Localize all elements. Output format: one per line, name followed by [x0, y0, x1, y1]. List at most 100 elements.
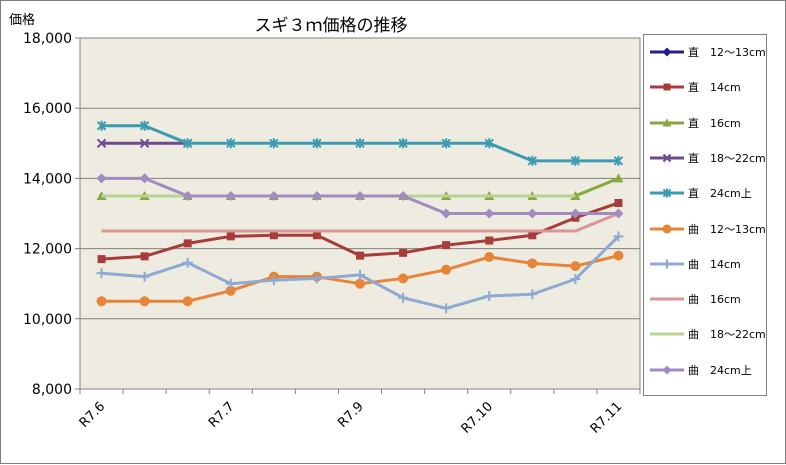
- series-7: [101, 212, 620, 233]
- data-point: [527, 208, 538, 219]
- series-4: [96, 120, 624, 166]
- series-9: [96, 173, 624, 219]
- series-1: [97, 198, 623, 264]
- legend-item: 曲 14cm: [644, 254, 766, 274]
- legend-item: 直 16cm: [644, 113, 766, 133]
- legend-swatch: [650, 224, 684, 233]
- data-point: [311, 190, 322, 201]
- data-point: [139, 138, 150, 149]
- legend-item: 曲 24cm上: [644, 360, 766, 380]
- legend-swatch: [650, 118, 684, 127]
- legend-swatch: [650, 188, 684, 198]
- data-point: [398, 273, 409, 284]
- data-point: [139, 120, 150, 131]
- y-tick-label: 18,000: [23, 31, 72, 47]
- y-tick-label: 16,000: [23, 101, 72, 117]
- data-point: [441, 138, 451, 149]
- legend-swatch: [650, 365, 684, 375]
- legend-item: 曲 12～13cm: [644, 219, 766, 239]
- y-tick-label: 10,000: [23, 312, 72, 328]
- data-point: [484, 138, 494, 149]
- data-point: [570, 208, 581, 219]
- data-point: [613, 155, 624, 166]
- data-point: [182, 138, 193, 149]
- data-point: [226, 232, 235, 241]
- legend-item: 曲 16cm: [644, 289, 766, 309]
- x-tick-label: R7.6: [77, 399, 109, 431]
- data-point: [356, 251, 364, 260]
- legend-label: 曲 18～22cm: [688, 328, 766, 342]
- data-point: [613, 250, 624, 261]
- data-point: [484, 290, 495, 301]
- legend-swatch: [650, 259, 684, 269]
- data-point: [441, 208, 452, 219]
- y-tick-label: 12,000: [23, 242, 72, 258]
- data-point: [355, 269, 365, 280]
- data-point: [570, 155, 581, 166]
- data-point: [96, 268, 107, 279]
- data-point: [613, 208, 624, 219]
- data-point: [182, 190, 193, 201]
- data-point: [225, 285, 236, 296]
- legend-item: 直 24cm上: [644, 183, 766, 203]
- legend-swatch-marker: [662, 188, 672, 198]
- legend-swatch-marker: [662, 224, 672, 233]
- data-point: [182, 296, 193, 307]
- data-point: [570, 274, 581, 285]
- y-axis-unit-label: 価格: [9, 13, 36, 28]
- data-point: [96, 173, 107, 184]
- legend-swatch-marker: [662, 118, 672, 127]
- legend-label: 直 18～22cm: [688, 151, 766, 165]
- series-5: [96, 250, 624, 307]
- legend-label: 曲 14cm: [688, 257, 741, 271]
- legend-item: 直 12～13cm: [644, 42, 766, 62]
- data-point: [139, 271, 150, 282]
- legend-label: 直 14cm: [688, 81, 741, 95]
- legend-label: 直 12～13cm: [688, 46, 766, 59]
- data-point: [268, 275, 279, 286]
- legend: 直 12～13cm 直 14cm 直 16cm 直 18～22cm 直 24cm上曲 1…: [643, 34, 767, 396]
- data-point: [441, 264, 452, 275]
- data-point: [484, 252, 495, 263]
- data-point: [269, 138, 279, 149]
- data-point: [527, 155, 538, 166]
- data-point: [311, 273, 322, 284]
- data-point: [570, 261, 581, 272]
- legend-swatch: [650, 153, 684, 163]
- legend-swatch-marker: [663, 83, 671, 91]
- legend-swatch-marker: [662, 259, 672, 269]
- legend-item: 曲 18～22cm: [644, 324, 766, 344]
- chart-title: スギ３ｍ価格の推移: [254, 16, 408, 36]
- legend-label: 曲 24cm上: [688, 363, 752, 377]
- legend-swatch: [650, 297, 684, 301]
- data-point: [613, 173, 624, 183]
- data-point: [442, 241, 451, 250]
- legend-label: 曲 16cm: [688, 293, 741, 307]
- legend-swatch-marker: [662, 153, 672, 163]
- data-point: [183, 239, 192, 248]
- data-point: [96, 138, 107, 149]
- x-tick-label: R7.7: [206, 399, 238, 431]
- data-point: [527, 289, 538, 300]
- data-point: [139, 173, 150, 184]
- data-point: [398, 292, 409, 303]
- legend-label: 直 24cm上: [688, 187, 752, 201]
- legend-swatch: [650, 332, 684, 336]
- data-point: [226, 138, 236, 149]
- legend-swatch-marker: [662, 47, 672, 57]
- data-point: [96, 120, 107, 131]
- y-tick-label: 8,000: [32, 382, 72, 398]
- data-point: [355, 278, 365, 289]
- data-point: [355, 190, 365, 201]
- legend-item: 直 18～22cm: [644, 148, 766, 168]
- data-point: [528, 231, 537, 240]
- data-point: [96, 296, 107, 307]
- data-point: [268, 190, 279, 201]
- x-tick-label: R7.10: [459, 399, 496, 436]
- data-point: [355, 138, 365, 149]
- legend-item: 直 14cm: [644, 77, 766, 97]
- series-line: [101, 212, 620, 233]
- data-point: [485, 236, 494, 245]
- data-point: [225, 278, 236, 289]
